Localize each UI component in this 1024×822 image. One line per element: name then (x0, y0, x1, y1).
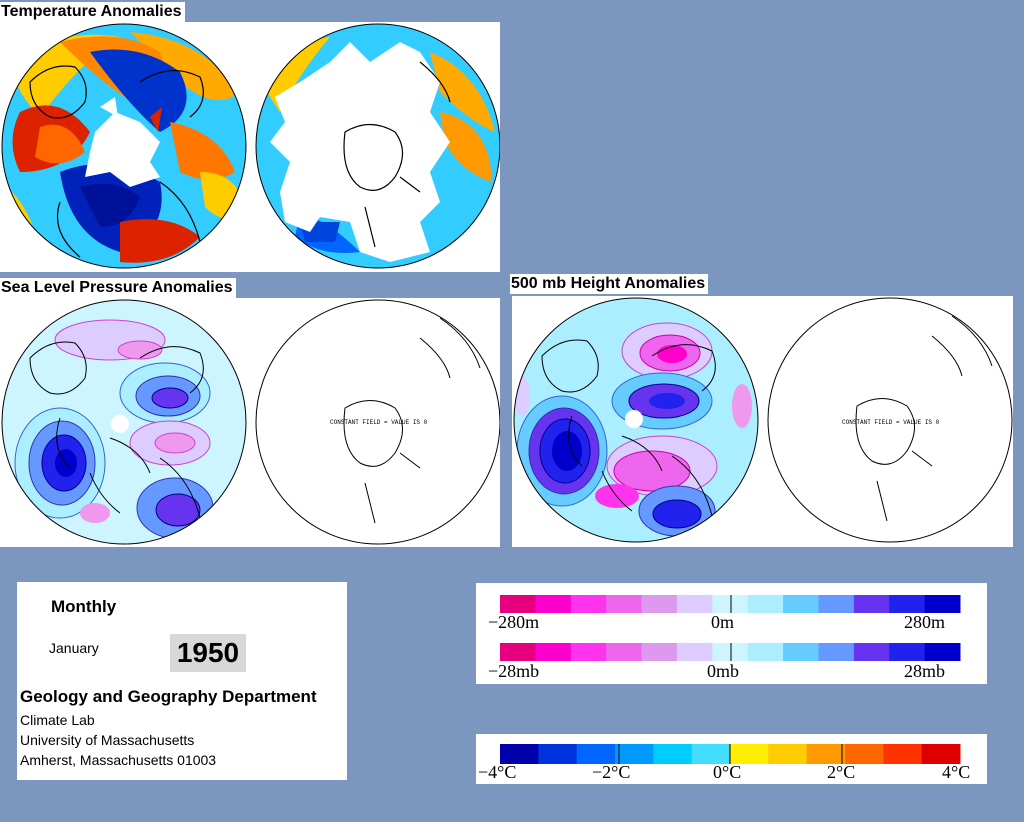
temperature-legend-swatch (691, 744, 731, 764)
pressure-legend-swatch (676, 643, 713, 661)
height-legend-swatch (500, 595, 536, 613)
temperature-anomalies-title: Temperature Anomalies (0, 2, 185, 22)
height-legend-swatch (924, 595, 961, 613)
pressure-legend-mid: 0mb (707, 661, 739, 681)
north-hemisphere-temperature-globe (2, 24, 246, 268)
height-legend-swatch (676, 595, 713, 613)
address-label: Amherst, Massachusetts 01003 (20, 752, 217, 768)
north-hemisphere-slp-globe (2, 300, 246, 544)
anomaly-legend-svg: −280m 0m 280m −28mb 0mb 28mb (488, 595, 961, 681)
month-label: January (49, 640, 99, 656)
height-map-panel: CONSTANT FIELD = VALUE IS 0 (512, 296, 1013, 547)
anomaly-legend: −280m 0m 280m −28mb 0mb 28mb (476, 583, 987, 684)
height-constant-field-label: CONSTANT FIELD = VALUE IS 0 (842, 419, 940, 426)
year-label: 1950 (170, 634, 246, 672)
slp-constant-field-label: CONSTANT FIELD = VALUE IS 0 (330, 419, 428, 426)
pressure-legend-swatch (500, 643, 536, 661)
pressure-color-bar (500, 643, 961, 661)
temperature-legend: −4°C −2°C 0°C 2°C 4°C (476, 734, 987, 784)
temperature-legend-neg2: −2°C (592, 762, 630, 782)
height-legend-mid: 0m (711, 612, 734, 632)
height-legend-max: 280m (904, 612, 945, 632)
temperature-legend-swatch (768, 744, 808, 764)
pressure-legend-swatch (889, 643, 926, 661)
height-legend-swatch (783, 595, 819, 613)
temperature-legend-swatch (576, 744, 616, 764)
temperature-legend-neg4: −4°C (478, 762, 516, 782)
pressure-legend-swatch (818, 643, 855, 661)
height-legend-swatch (570, 595, 607, 613)
height-legend-swatch (747, 595, 784, 613)
temperature-legend-swatch (615, 744, 654, 764)
temperature-legend-swatch (538, 744, 578, 764)
pressure-legend-swatch (853, 643, 890, 661)
pressure-legend-max: 28mb (904, 661, 945, 681)
pressure-legend-swatch (570, 643, 607, 661)
height-legend-swatch (889, 595, 926, 613)
temperature-legend-swatch (653, 744, 693, 764)
temperature-legend-swatch (730, 744, 769, 764)
height-anomalies-title: 500 mb Height Anomalies (510, 274, 709, 294)
height-legend-swatch (641, 595, 678, 613)
temperature-map-panel (0, 22, 500, 272)
temperature-legend-2: 2°C (827, 762, 855, 782)
height-legend-swatch (818, 595, 855, 613)
north-hemisphere-height-globe (514, 298, 758, 542)
temperature-legend-swatch (883, 744, 923, 764)
pressure-legend-swatch (712, 643, 749, 661)
slp-anomalies-title: Sea Level Pressure Anomalies (0, 278, 236, 298)
temperature-maps (1, 23, 500, 269)
temperature-legend-4: 4°C (942, 762, 970, 782)
height-legend-swatch (712, 595, 749, 613)
height-legend-min: −280m (488, 612, 539, 632)
height-legend-swatch (535, 595, 572, 613)
height-legend-swatch (853, 595, 890, 613)
slp-maps: CONSTANT FIELD = VALUE IS 0 (1, 299, 500, 545)
temperature-legend-svg: −4°C −2°C 0°C 2°C 4°C (478, 744, 970, 782)
height-maps: CONSTANT FIELD = VALUE IS 0 (513, 297, 1013, 543)
pressure-legend-swatch (747, 643, 784, 661)
slp-map-panel: CONSTANT FIELD = VALUE IS 0 (0, 298, 500, 547)
temperature-legend-swatch (806, 744, 846, 764)
height-legend-swatch (606, 595, 643, 613)
department-label: Geology and Geography Department (20, 687, 317, 706)
pressure-legend-min: −28mb (488, 661, 539, 681)
pressure-legend-swatch (606, 643, 643, 661)
temperature-legend-swatch (500, 744, 539, 764)
period-label: Monthly (51, 597, 117, 616)
pressure-legend-swatch (924, 643, 961, 661)
height-color-bar (500, 595, 961, 613)
temperature-color-bar (500, 744, 961, 764)
university-label: University of Massachusetts (20, 732, 195, 748)
pressure-legend-swatch (641, 643, 678, 661)
lab-label: Climate Lab (20, 712, 95, 728)
temperature-legend-swatch (845, 744, 884, 764)
pressure-legend-swatch (783, 643, 819, 661)
temperature-legend-0: 0°C (713, 762, 741, 782)
south-hemisphere-temperature-globe (256, 24, 500, 268)
pressure-legend-swatch (535, 643, 572, 661)
info-box: Monthly January 1950 Geology and Geograp… (17, 582, 347, 780)
temperature-legend-swatch (921, 744, 961, 764)
